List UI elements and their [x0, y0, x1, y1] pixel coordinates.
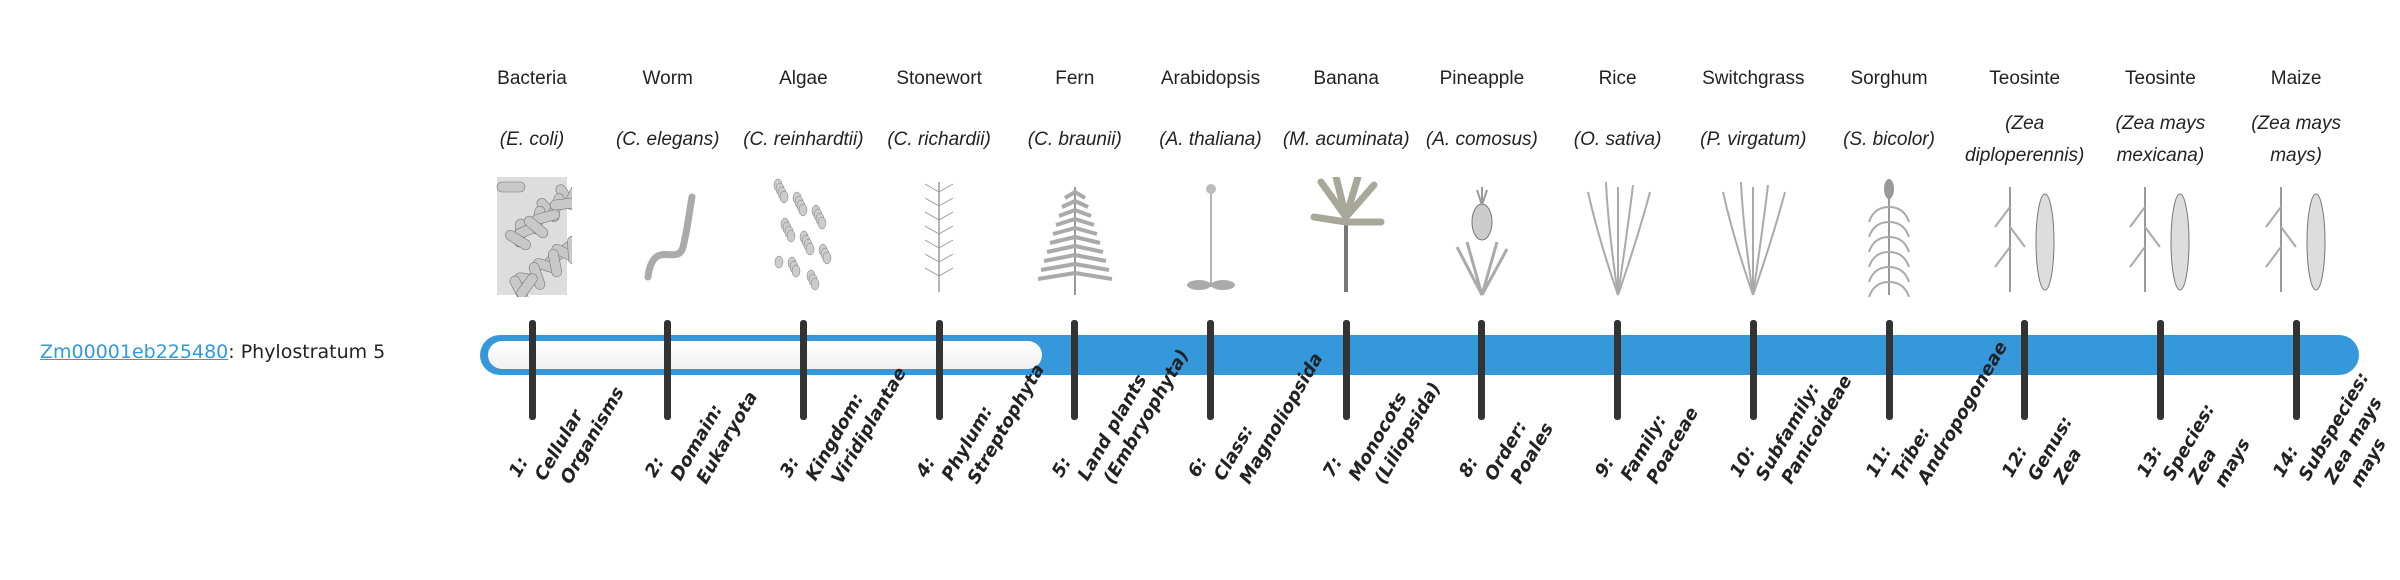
stratum-label: 9: Family: Poaceae — [1590, 379, 1705, 506]
track-unfilled-portion — [488, 341, 1042, 369]
pineapple-icon — [1455, 187, 1509, 296]
organism-scientific-name: (C. richardii) — [871, 108, 1007, 172]
organism-name: Rice — [1598, 68, 1637, 89]
stratum-label: 14: Subspecies: Zea mays mays — [2268, 356, 2400, 518]
stratum-tick — [935, 320, 943, 420]
organism-name: Teosinte — [2125, 68, 2196, 89]
teosinte-icon — [1993, 187, 2055, 292]
stratum-label: 8: Order: Poales — [1454, 395, 1560, 506]
scientific-name-text: (P. virgatum) — [1700, 129, 1807, 150]
organism-scientific-name: (S. bicolor) — [1821, 108, 1957, 172]
teosinte-icon — [2129, 187, 2190, 292]
stratum-label: 12: Genus: Zea — [1997, 400, 2100, 506]
organism-name: Teosinte — [1989, 68, 2061, 89]
stratum-tick — [1614, 320, 1622, 420]
organism-name: Fern — [1055, 68, 1095, 89]
organism-scientific-name: (O. sativa) — [1550, 108, 1686, 172]
organism-name: Bacteria — [497, 68, 567, 89]
stratum-tick — [1207, 320, 1214, 420]
bacteria-icon — [496, 177, 572, 297]
scientific-name-text: (A. comosus) — [1425, 129, 1538, 150]
organism-scientific-name: (A. comosus) — [1414, 108, 1550, 172]
scientific-name-text: (C. reinhardtii) — [743, 129, 864, 150]
stratum-label: 7: Monocots (Liliopsida) — [1318, 354, 1447, 506]
scientific-name-text: (A. thaliana) — [1159, 129, 1262, 150]
organism-name: Arabidopsis — [1160, 68, 1261, 89]
stratum-tick — [1749, 320, 1757, 420]
sorghum-icon — [1868, 179, 1910, 297]
scientific-name-text: (Zea mays mexicana) — [2115, 113, 2206, 166]
organism-name: Banana — [1313, 68, 1379, 89]
organism-scientific-name: (C. reinhardtii) — [735, 108, 871, 172]
stratum-tick — [799, 320, 807, 420]
stratum-tick — [2292, 320, 2300, 420]
stratum-tick — [528, 320, 536, 420]
organism-name: Pineapple — [1439, 68, 1525, 89]
fern-icon — [1037, 187, 1113, 295]
scientific-name-text: (E. coli) — [499, 129, 565, 150]
switchgrass-icon — [1722, 181, 1787, 296]
stratum-label: 13: Species: Zea mays — [2132, 388, 2263, 518]
arabidopsis-icon — [1186, 184, 1235, 290]
worm-icon — [644, 193, 696, 281]
organism-scientific-name: (Zea mays mexicana) — [2092, 108, 2228, 172]
scientific-name-text: (Zea diploperennis) — [1965, 113, 2085, 166]
stratum-tick — [1885, 320, 1893, 420]
organism-scientific-name: (Zea diploperennis) — [1957, 108, 2093, 172]
organism-scientific-name: (C. braunii) — [1007, 108, 1143, 172]
scientific-name-text: (C. braunii) — [1027, 129, 1122, 150]
organism-name: Sorghum — [1850, 68, 1928, 89]
organism-name: Switchgrass — [1702, 68, 1805, 89]
rice-icon — [1586, 181, 1651, 296]
stratum-tick — [1071, 320, 1079, 420]
stonewort-icon — [924, 182, 954, 292]
stratum-tick — [664, 320, 672, 420]
stratum-label: 2: Domain: Eukaryota — [640, 364, 764, 506]
stratum-label: 1: Cellular Organisms — [504, 359, 631, 506]
scientific-name-text: (S. bicolor) — [1843, 129, 1935, 150]
scientific-name-text: (Zea mays mays) — [2251, 113, 2341, 166]
stratum-tick — [1342, 320, 1350, 420]
organism-name: Worm — [642, 68, 693, 89]
organism-scientific-name: (E. coli) — [464, 108, 600, 172]
algae-icon — [774, 178, 832, 291]
organism-scientific-name: (Zea mays mays) — [2228, 108, 2364, 172]
banana-icon — [1310, 177, 1385, 292]
organism-name: Algae — [779, 68, 828, 89]
scientific-name-text: (M. acuminata) — [1282, 129, 1410, 150]
organism-scientific-name: (C. elegans) — [600, 108, 736, 172]
scientific-name-text: (O. sativa) — [1573, 129, 1662, 150]
gene-label: Zm00001eb225480: Phylostratum 5 — [40, 341, 385, 363]
maize-icon — [2265, 187, 2326, 292]
organism-name: Maize — [2270, 68, 2322, 89]
phylostratum-track — [480, 335, 2359, 375]
stratum-tick — [2021, 320, 2029, 420]
organism-name: Stonewort — [896, 68, 982, 89]
organism-scientific-name: (A. thaliana) — [1143, 108, 1279, 172]
gene-link[interactable]: Zm00001eb225480 — [40, 341, 229, 363]
scientific-name-text: (C. richardii) — [887, 129, 991, 150]
scientific-name-text: (C. elegans) — [615, 129, 720, 150]
phylostratum-text: : Phylostratum 5 — [228, 341, 386, 363]
stratum-tick — [2156, 320, 2164, 420]
organism-scientific-name: (P. virgatum) — [1685, 108, 1821, 172]
stratum-tick — [1478, 320, 1486, 420]
organism-scientific-name: (M. acuminata) — [1278, 108, 1414, 172]
